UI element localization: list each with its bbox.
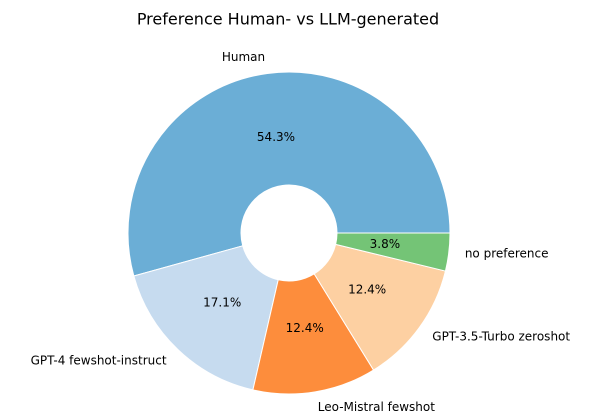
wedge xyxy=(127,71,451,277)
category-label: GPT-3.5-Turbo zeroshot xyxy=(432,330,570,344)
category-label: Leo-Mistral fewshot xyxy=(318,400,435,414)
wedge xyxy=(252,273,375,395)
value-label: 54.3% xyxy=(257,130,295,144)
value-label: 12.4% xyxy=(348,282,386,296)
value-label: 17.1% xyxy=(203,295,241,309)
category-label: GPT-4 fewshot-instruct xyxy=(31,353,167,367)
chart-title: Preference Human- vs LLM-generated xyxy=(137,10,439,29)
wedge xyxy=(335,232,451,272)
wedge xyxy=(133,245,279,391)
value-label: 3.8% xyxy=(370,237,401,251)
wedge xyxy=(313,243,447,371)
category-label: Human xyxy=(222,50,265,64)
category-label: no preference xyxy=(465,247,549,261)
value-label: 12.4% xyxy=(286,321,324,335)
